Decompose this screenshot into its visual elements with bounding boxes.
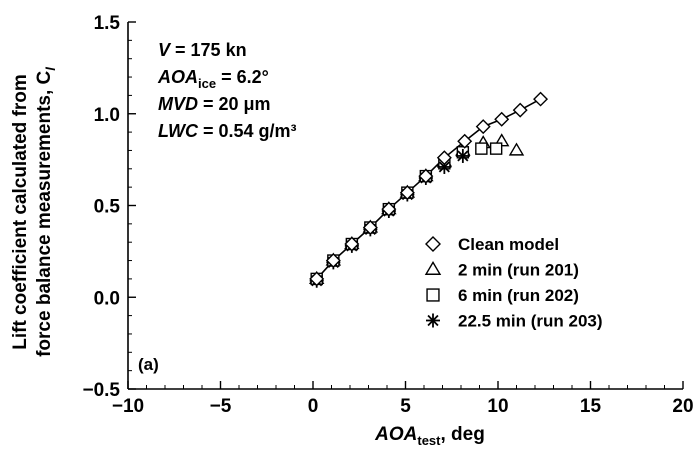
legend-item: 2 min (run 201) [424, 260, 579, 280]
y-axis-ticks: −0.5 0.0 0.5 1.0 1.5 [82, 13, 136, 401]
legend-label: 22.5 min (run 203) [458, 312, 603, 331]
x-axis-ticks: −10 −5 0 5 10 15 20 [112, 381, 694, 417]
x-tick-label: 5 [400, 396, 411, 417]
condition-line: AOAice = 6.2° [157, 67, 269, 91]
y-tick-label: −0.5 [82, 380, 120, 401]
x-tick-label: 10 [487, 396, 508, 417]
triangle-marker [424, 260, 442, 275]
diamond-marker [362, 220, 378, 236]
y-axis-label: Lift coefficient calculated from force b… [10, 67, 58, 357]
diamond-marker [344, 236, 360, 252]
y-axis-label-line2: force balance measurements, Cl [34, 67, 58, 357]
diamond-marker [475, 119, 491, 135]
data-series [308, 91, 549, 288]
x-tick-label: −10 [112, 396, 144, 417]
series-diamond [309, 91, 549, 287]
condition-line: V = 175 kn [158, 40, 247, 60]
diamond-marker [436, 150, 452, 166]
x-tick-label: 0 [308, 396, 319, 417]
legend-label: 2 min (run 201) [458, 261, 579, 280]
legend-label: Clean model [458, 235, 559, 254]
diamond-marker [381, 201, 397, 217]
square-marker [489, 142, 503, 155]
y-axis-label-line1: Lift coefficient calculated from [10, 74, 31, 350]
x-tick-label: 15 [580, 396, 602, 417]
legend-label: 6 min (run 202) [458, 286, 579, 305]
diamond-marker [425, 236, 441, 252]
diamond-marker [309, 271, 325, 287]
x-tick-label: 20 [672, 396, 693, 417]
condition-line: MVD = 20 μm [158, 94, 271, 114]
asterisk-marker [426, 313, 440, 328]
legend-item: 22.5 min (run 203) [426, 312, 603, 331]
diamond-marker [533, 91, 549, 107]
diamond-marker [418, 168, 434, 184]
legend: Clean model 2 min (run 201) 6 min (run 202… [424, 235, 603, 331]
triangle-marker [508, 142, 525, 156]
x-tick-label: −5 [210, 396, 232, 417]
square-marker [475, 142, 488, 155]
diamond-marker [325, 253, 341, 269]
y-tick-label: 0.5 [94, 197, 121, 218]
legend-item: Clean model [425, 235, 559, 254]
panel-label: (a) [138, 355, 159, 374]
diamond-marker [494, 111, 510, 127]
test-conditions: V = 175 kn AOAice = 6.2° MVD = 20 μm LWC = … [157, 40, 297, 141]
legend-item: 6 min (run 202) [426, 286, 579, 305]
x-axis-label: AOAtest, deg [374, 424, 485, 448]
y-tick-label: 1.0 [94, 105, 120, 126]
square-marker [426, 288, 440, 302]
y-tick-label: 0.0 [94, 288, 120, 309]
asterisk-marker [455, 148, 470, 163]
diamond-marker [399, 185, 415, 201]
diamond-marker [512, 102, 528, 118]
diamond-marker [457, 133, 473, 149]
condition-line: LWC = 0.54 g/m³ [158, 121, 297, 141]
y-tick-label: 1.5 [94, 13, 121, 34]
